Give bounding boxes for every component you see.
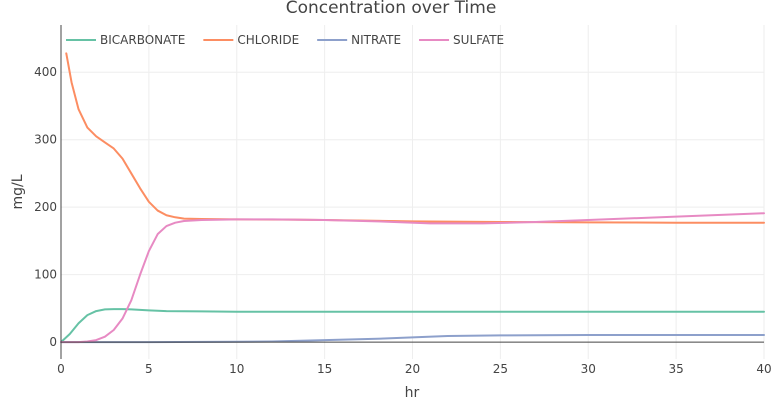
x-tick-label: 5 (145, 362, 153, 376)
series-lines (60, 52, 765, 344)
legend: BICARBONATE CHLORIDE NITRATE SULFATE (66, 33, 504, 47)
legend-label: BICARBONATE (100, 33, 185, 47)
y-tick-label: 100 (34, 268, 57, 282)
x-axis-title: hr (405, 385, 420, 400)
y-axis-title: mg/L (10, 174, 26, 209)
legend-label: NITRATE (351, 33, 401, 47)
y-tick-label: 200 (34, 200, 57, 214)
series-line-sulfate[interactable] (60, 212, 765, 344)
x-tick-label: 15 (317, 362, 332, 376)
legend-item-nitrate[interactable]: NITRATE (317, 33, 401, 47)
x-tick-label: 25 (493, 362, 508, 376)
chart-title: Concentration over Time (286, 0, 497, 18)
x-tick-label: 30 (581, 362, 596, 376)
y-tick-label: 400 (34, 65, 57, 79)
y-tick-label: 300 (34, 133, 57, 147)
x-tick-label: 10 (229, 362, 244, 376)
legend-item-chloride[interactable]: CHLORIDE (203, 33, 299, 47)
x-tick-label: 0 (57, 362, 65, 376)
legend-item-bicarbonate[interactable]: BICARBONATE (66, 33, 185, 47)
legend-label: SULFATE (453, 33, 504, 47)
x-tick-label: 40 (756, 362, 771, 376)
x-tick-label: 20 (405, 362, 420, 376)
grid (61, 25, 765, 359)
legend-label: CHLORIDE (237, 33, 299, 47)
series-line-bicarbonate[interactable] (60, 308, 765, 344)
x-tick-label: 35 (668, 362, 683, 376)
y-tick-label: 0 (49, 335, 57, 349)
legend-item-sulfate[interactable]: SULFATE (419, 33, 504, 47)
series-line-chloride[interactable] (65, 52, 765, 224)
